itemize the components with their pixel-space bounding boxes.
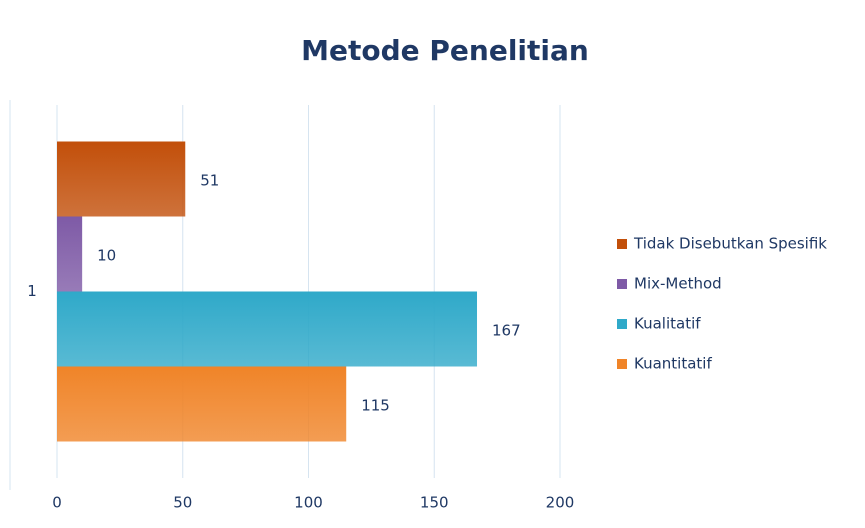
chart-title: Metode Penelitian	[301, 34, 589, 67]
data-label: 51	[200, 172, 219, 190]
legend-swatch	[617, 319, 627, 329]
legend-swatch	[617, 239, 627, 249]
data-label: 115	[361, 397, 390, 415]
bar	[57, 216, 83, 292]
legend-label: Tidak Disebutkan Spesifik	[633, 235, 827, 253]
bar	[57, 291, 478, 367]
bar	[57, 141, 186, 217]
x-tick-label: 50	[173, 494, 192, 512]
x-tick-label: 100	[294, 494, 323, 512]
x-tick-label: 200	[546, 494, 575, 512]
legend-label: Kuantitatif	[634, 355, 712, 373]
legend-swatch	[617, 279, 627, 289]
legend-label: Kualitatif	[634, 315, 701, 333]
bar	[57, 366, 347, 442]
data-label: 167	[492, 322, 521, 340]
x-tick-label: 0	[52, 494, 62, 512]
data-label: 10	[97, 247, 116, 265]
x-tick-label: 150	[420, 494, 449, 512]
legend-label: Mix-Method	[634, 275, 722, 293]
legend-swatch	[617, 359, 627, 369]
y-tick-label: 1	[27, 282, 37, 300]
